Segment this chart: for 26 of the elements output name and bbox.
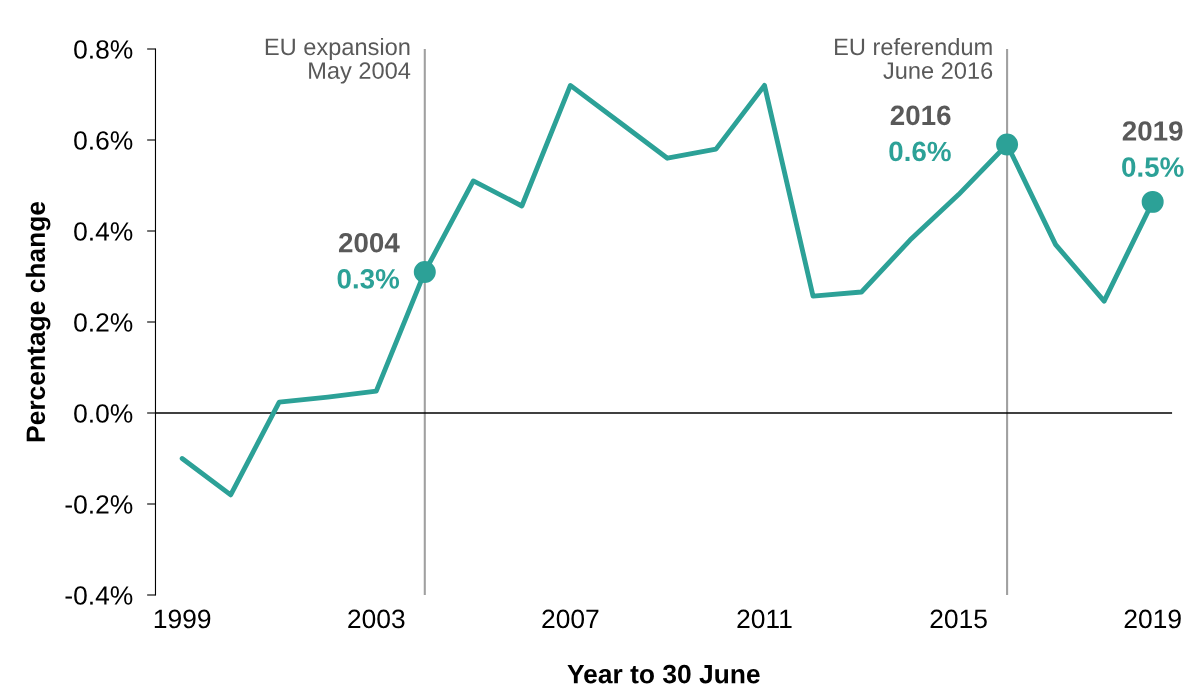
x-tick-label: 2019	[1124, 609, 1181, 629]
x-tick-label: 1999	[154, 609, 211, 629]
ref-line-label: EU referendum June 2016	[835, 37, 993, 79]
x-tick-label: 2011	[737, 609, 792, 629]
y-tick-label: -0.2%	[65, 495, 133, 514]
point	[413, 260, 436, 283]
point	[996, 133, 1019, 156]
y-axis-title: Percentage change	[25, 201, 51, 442]
x-tick-label: 2003	[348, 609, 405, 629]
annotation: 0.6%	[889, 141, 951, 162]
annotation: 0.3%	[337, 269, 400, 289]
annotation: 2004	[338, 232, 400, 253]
y-tick-label: 0.6%	[74, 131, 133, 150]
point	[1141, 190, 1164, 213]
annotation: 0.5%	[1122, 157, 1184, 177]
x-axis-title: Year to 30 June	[567, 664, 760, 684]
x-tick-label: 2007	[542, 609, 599, 629]
y-tick-label: 0.2%	[74, 313, 133, 332]
y-tick-label: 0.0%	[74, 404, 133, 423]
annotation: 2019	[1122, 121, 1183, 141]
ref-line-label: EU expansion May 2004	[265, 37, 411, 84]
y-tick-label: 0.4%	[74, 222, 133, 241]
y-tick-label: -0.4%	[65, 586, 133, 605]
annotation: 2016	[890, 105, 951, 126]
x-tick-label: 2015	[930, 609, 987, 629]
y-tick-label: 0.8%	[74, 40, 133, 59]
